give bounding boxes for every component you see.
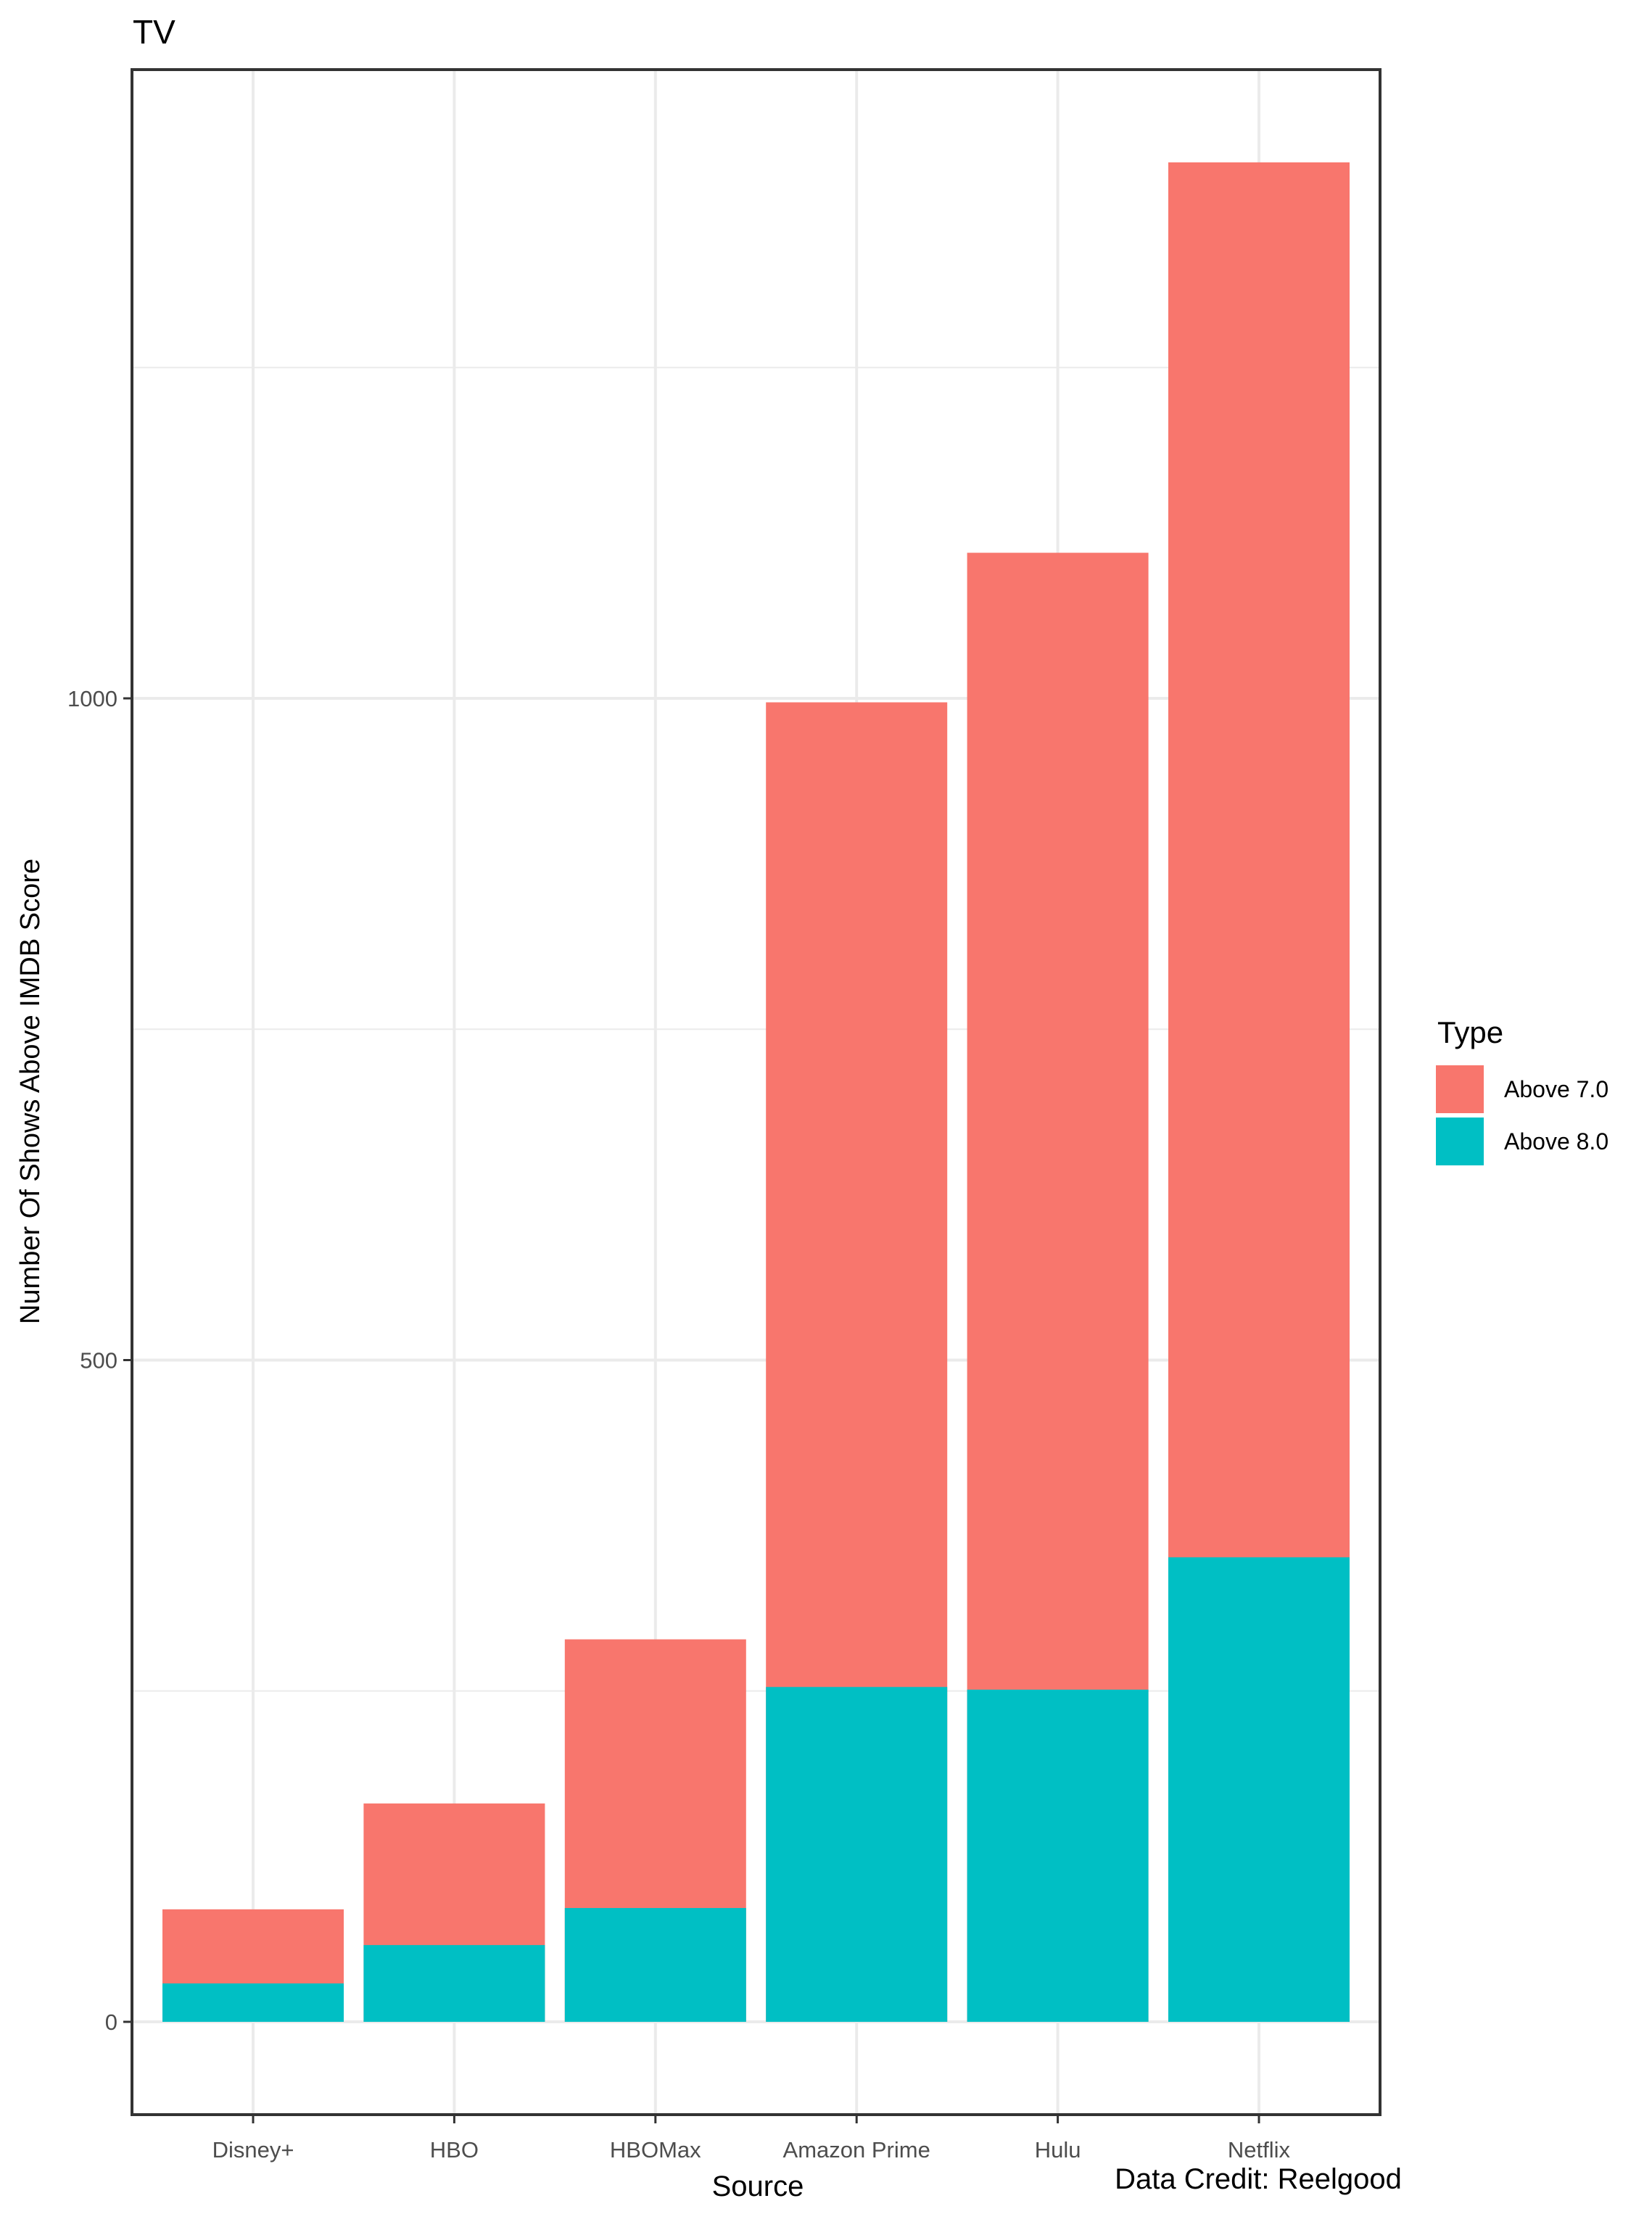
x-axis-label: Source [712,2170,804,2202]
legend-label: Above 8.0 [1504,1128,1609,1154]
legend-item-above-7: Above 7.0 [1436,1063,1608,1115]
y-tick-label: 1000 [67,686,117,711]
legend-swatch [1436,1065,1484,1113]
bar-above-8 [766,1687,948,2022]
x-tick-label: HBOMax [610,2137,701,2163]
x-tick-label: Disney+ [212,2137,294,2163]
x-tick-label: Hulu [1035,2137,1081,2163]
x-axis: Disney+ HBO HBOMax Amazon Prime Hulu Netflix [212,2115,1291,2163]
y-axis: 0 500 1000 [67,686,132,2035]
caption: Data Credit: Reelgood [1115,2163,1402,2195]
bar-above-8 [564,1908,746,2022]
legend-item-above-8: Above 8.0 [1436,1115,1608,1168]
legend-label: Above 7.0 [1504,1075,1609,1102]
y-tick-label: 0 [105,2009,117,2035]
chart-title: TV [133,13,175,51]
bar-above-8 [967,1689,1149,2022]
panel-border [131,68,1382,2116]
bar-above-8 [1168,1557,1350,2022]
x-tick-label: Amazon Prime [783,2137,930,2163]
legend-title: Type [1437,1015,1504,1049]
x-tick-label: HBO [430,2137,479,2163]
bar-above-8 [363,1945,545,2022]
x-tick-label: Netflix [1228,2137,1291,2163]
bars [162,162,1350,2022]
y-tick-label: 500 [80,1348,117,1374]
legend: Type Above 7.0 Above 8.0 [1436,1015,1608,1168]
bar-above-8 [162,1983,344,2022]
legend-swatch [1436,1118,1484,1165]
y-axis-label: Number Of Shows Above IMDB Score [15,859,46,1324]
